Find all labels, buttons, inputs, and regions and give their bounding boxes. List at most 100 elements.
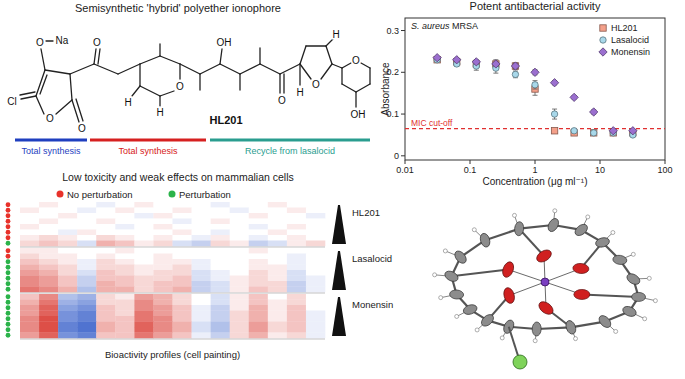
heatmap-cell — [230, 322, 249, 328]
carbon-atom — [479, 232, 492, 248]
heatmap-cell — [58, 235, 77, 241]
heatmap-cell — [153, 322, 172, 328]
group-separator — [20, 293, 325, 294]
heatmap-cell — [211, 213, 230, 219]
heatmap-cell — [39, 224, 58, 230]
heatmap-cell — [173, 311, 192, 317]
heatmap-cell — [287, 219, 306, 225]
perturbation-dot — [6, 224, 11, 229]
heatmap-cell — [306, 311, 325, 317]
heatmap-cell — [173, 254, 192, 260]
atom-label: OH — [217, 37, 232, 48]
x-tick — [535, 160, 536, 164]
heatmap-cell — [192, 230, 211, 236]
heatmap-cell — [306, 224, 325, 230]
hydrogen-atom — [574, 337, 578, 341]
heatmap-cell — [306, 202, 325, 208]
segment-label: Total synthesis — [21, 146, 81, 156]
bond — [160, 56, 180, 64]
bond — [300, 46, 306, 64]
panel-title: Semisynthetic 'hybrid' polyether ionopho… — [75, 2, 281, 14]
heatmap-cell — [192, 241, 211, 247]
bond — [159, 96, 160, 106]
heatmap-cell — [20, 230, 39, 236]
bond — [200, 64, 220, 74]
atom-label: O — [312, 79, 320, 90]
heatmap-cell — [153, 259, 172, 265]
heatmap-cell — [192, 202, 211, 208]
heatmap-cell — [39, 294, 58, 300]
heatmap-cell — [306, 219, 325, 225]
heatmap-cell — [153, 327, 172, 333]
heatmap-cell — [134, 230, 153, 236]
heatmap-cell — [58, 208, 77, 214]
heatmap-cell — [249, 276, 268, 282]
bond — [46, 40, 53, 41]
heatmap-cell — [249, 327, 268, 333]
heatmap-cell — [287, 305, 306, 311]
heatmap-cell — [249, 202, 268, 208]
heatmap-cell — [39, 270, 58, 276]
bond — [280, 64, 300, 74]
bond — [321, 64, 332, 79]
heatmap-cell — [77, 327, 96, 333]
y-tick — [401, 72, 405, 73]
heatmap-cell — [115, 248, 134, 254]
bond — [240, 64, 260, 74]
heatmap-cell — [39, 202, 58, 208]
heatmap-group — [20, 248, 325, 292]
bond — [20, 92, 35, 95]
heatmap-cell — [268, 265, 287, 271]
perturbation-dot — [6, 276, 11, 281]
carbon-atom — [532, 322, 541, 336]
heatmap-cell — [173, 305, 192, 311]
concentration-wedge — [332, 205, 346, 244]
heatmap-cell — [211, 311, 230, 317]
heatmap-cell — [115, 327, 134, 333]
heatmap-cell — [173, 287, 192, 293]
heatmap-cell — [20, 270, 39, 276]
data-point — [570, 93, 578, 101]
heatmap-cell — [268, 270, 287, 276]
group-label: HL201 — [352, 207, 380, 218]
bond — [94, 64, 118, 74]
heatmap-cell — [96, 281, 115, 287]
bond — [300, 64, 311, 79]
heatmap-cell — [306, 248, 325, 254]
heatmap-cell — [20, 333, 39, 339]
heatmap-cell — [173, 213, 192, 219]
bond — [21, 96, 36, 99]
heatmap-cell — [153, 316, 172, 322]
crystal-structure — [433, 209, 658, 369]
hydrogen-atom — [472, 228, 476, 232]
heatmap-cell — [39, 265, 58, 271]
heatmap-cell — [287, 254, 306, 260]
heatmap-cell — [77, 281, 96, 287]
oxygen-atom — [572, 263, 589, 274]
heatmap-cell — [20, 281, 39, 287]
heatmap-cell — [211, 305, 230, 311]
heatmap-cell — [58, 202, 77, 208]
heatmap-cell — [20, 254, 39, 260]
heatmap-cell — [268, 281, 287, 287]
key-dot — [57, 191, 64, 198]
heatmap-cell — [230, 259, 249, 265]
heatmap-cell — [115, 213, 134, 219]
hydrogen-atom — [512, 213, 516, 217]
hydrogen-atom — [653, 299, 657, 303]
carbon-atom — [453, 249, 469, 266]
heatmap-cell — [173, 333, 192, 339]
heatmap-cell — [96, 224, 115, 230]
bond — [41, 49, 45, 70]
heatmap-cell — [268, 327, 287, 333]
bond — [239, 74, 240, 90]
error-cap — [552, 109, 557, 110]
legend-marker — [600, 37, 606, 43]
heatmap-cell — [287, 276, 306, 282]
heatmap-cell — [153, 248, 172, 254]
heatmap-cell — [77, 241, 96, 247]
bond — [36, 96, 44, 114]
heatmap-cell — [173, 259, 192, 265]
heatmap-cell — [249, 333, 268, 339]
bond — [70, 64, 94, 74]
